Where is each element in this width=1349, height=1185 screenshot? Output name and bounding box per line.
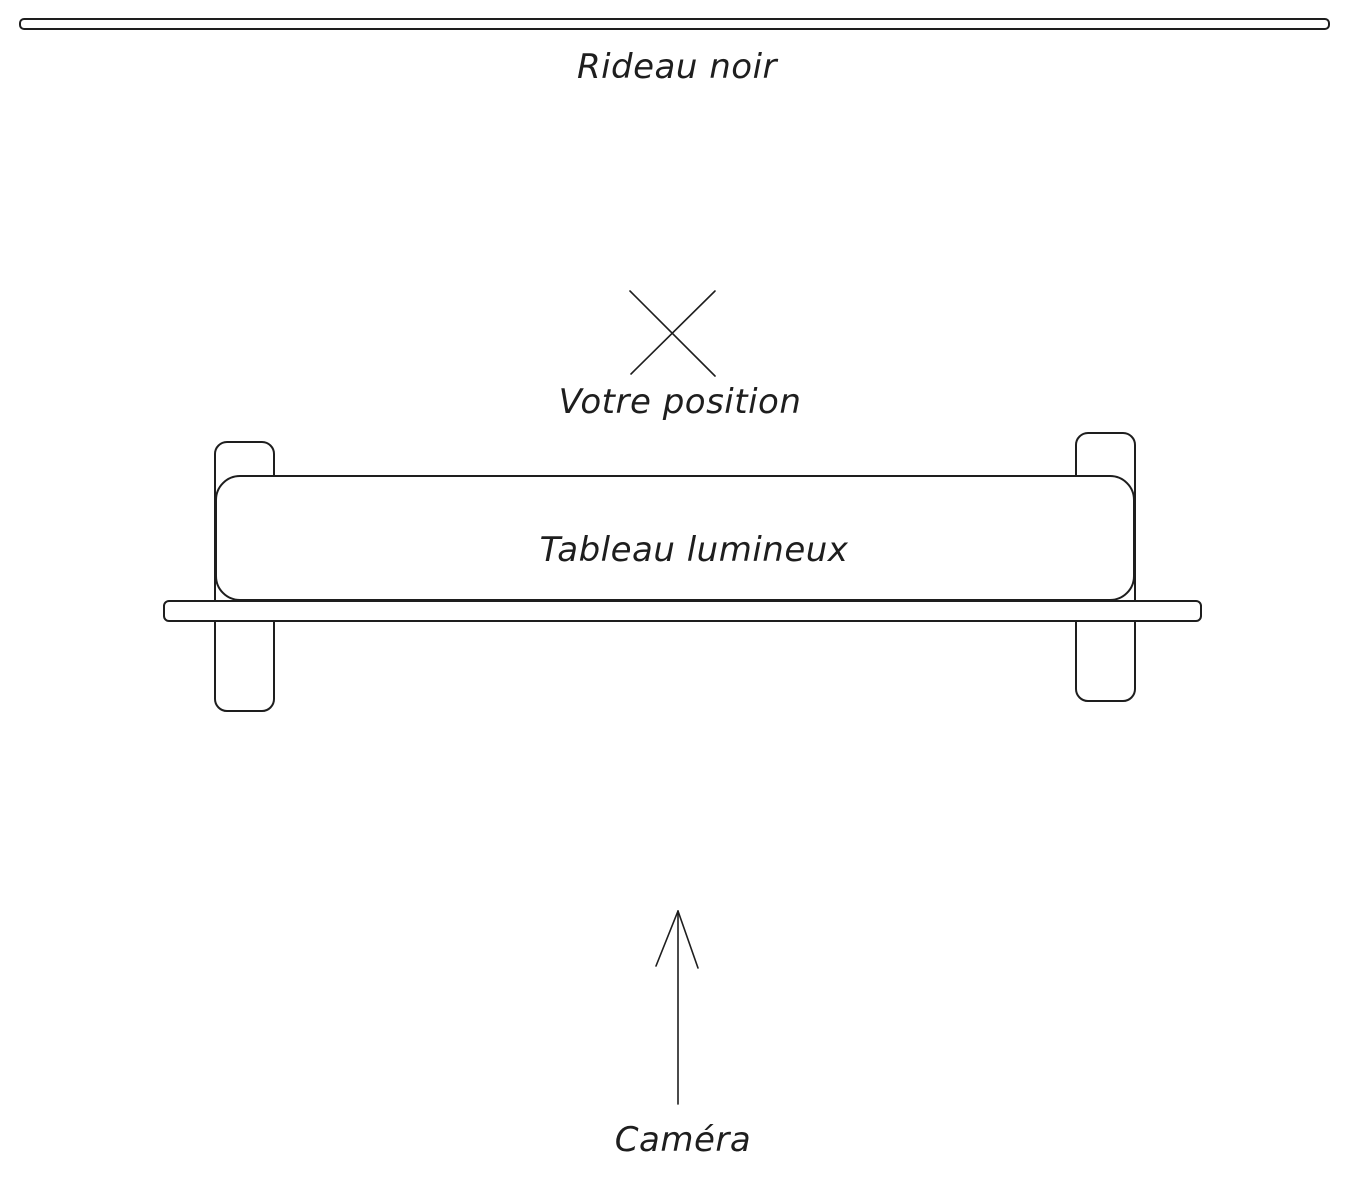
light-board: [215, 475, 1135, 601]
curtain-bar: [19, 18, 1330, 30]
position-marker-icon: [629, 290, 716, 377]
position-label: Votre position: [559, 382, 802, 422]
camera-label: Caméra: [615, 1120, 751, 1160]
board-label: Tableau lumineux: [540, 530, 849, 570]
table-plank: [163, 600, 1202, 622]
camera-arrow-icon: [655, 910, 699, 1105]
curtain-label: Rideau noir: [577, 47, 779, 87]
